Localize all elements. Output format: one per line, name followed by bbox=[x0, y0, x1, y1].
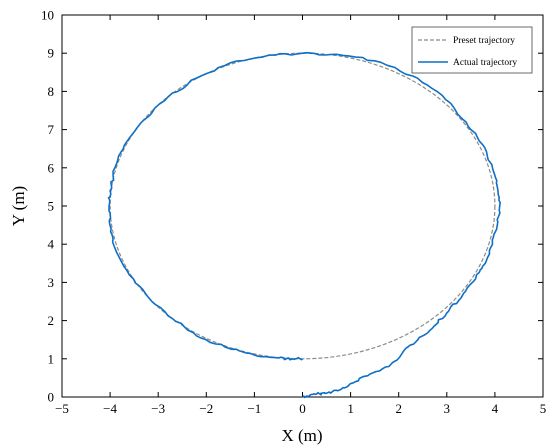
x-tick-label: −2 bbox=[199, 401, 213, 416]
y-tick-label: 5 bbox=[48, 199, 55, 214]
x-tick-label: −3 bbox=[151, 401, 165, 416]
x-tick-label: −1 bbox=[247, 401, 261, 416]
x-axis-ticks: −5 −4 −3 −2 −1 0 1 2 3 4 5 bbox=[55, 15, 546, 416]
y-axis-ticks: 0 1 2 3 4 5 6 7 8 9 10 bbox=[41, 8, 543, 405]
y-tick-label: 4 bbox=[48, 237, 55, 252]
y-tick-label: 6 bbox=[48, 160, 55, 175]
x-tick-label: −5 bbox=[55, 401, 69, 416]
x-tick-label: 5 bbox=[540, 401, 547, 416]
y-tick-label: 9 bbox=[48, 46, 55, 61]
x-tick-label: 0 bbox=[299, 401, 306, 416]
y-tick-label: 10 bbox=[41, 8, 54, 23]
x-tick-label: 1 bbox=[347, 401, 354, 416]
y-tick-label: 3 bbox=[48, 275, 55, 290]
legend-label-actual: Actual trajectory bbox=[453, 58, 517, 68]
x-tick-label: 2 bbox=[395, 401, 402, 416]
x-tick-label: 3 bbox=[444, 401, 451, 416]
series-preset-trajectory bbox=[109, 52, 496, 360]
y-tick-label: 8 bbox=[48, 84, 55, 99]
y-tick-label: 0 bbox=[48, 390, 55, 405]
series-actual-trajectory bbox=[107, 51, 501, 399]
x-tick-label: −4 bbox=[103, 401, 117, 416]
y-axis-label: Y (m) bbox=[9, 186, 28, 226]
legend-label-preset: Preset trajectory bbox=[453, 36, 515, 46]
x-axis-label: X (m) bbox=[281, 426, 322, 445]
legend: Preset trajectory Actual trajectory bbox=[411, 26, 533, 74]
x-tick-label: 4 bbox=[492, 401, 499, 416]
y-tick-label: 2 bbox=[48, 313, 55, 328]
legend-box bbox=[411, 26, 533, 74]
y-tick-label: 7 bbox=[48, 122, 55, 137]
y-tick-label: 1 bbox=[48, 351, 55, 366]
series-layer bbox=[107, 51, 501, 399]
